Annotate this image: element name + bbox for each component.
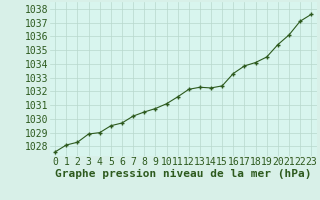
X-axis label: Graphe pression niveau de la mer (hPa): Graphe pression niveau de la mer (hPa) [55, 169, 311, 179]
